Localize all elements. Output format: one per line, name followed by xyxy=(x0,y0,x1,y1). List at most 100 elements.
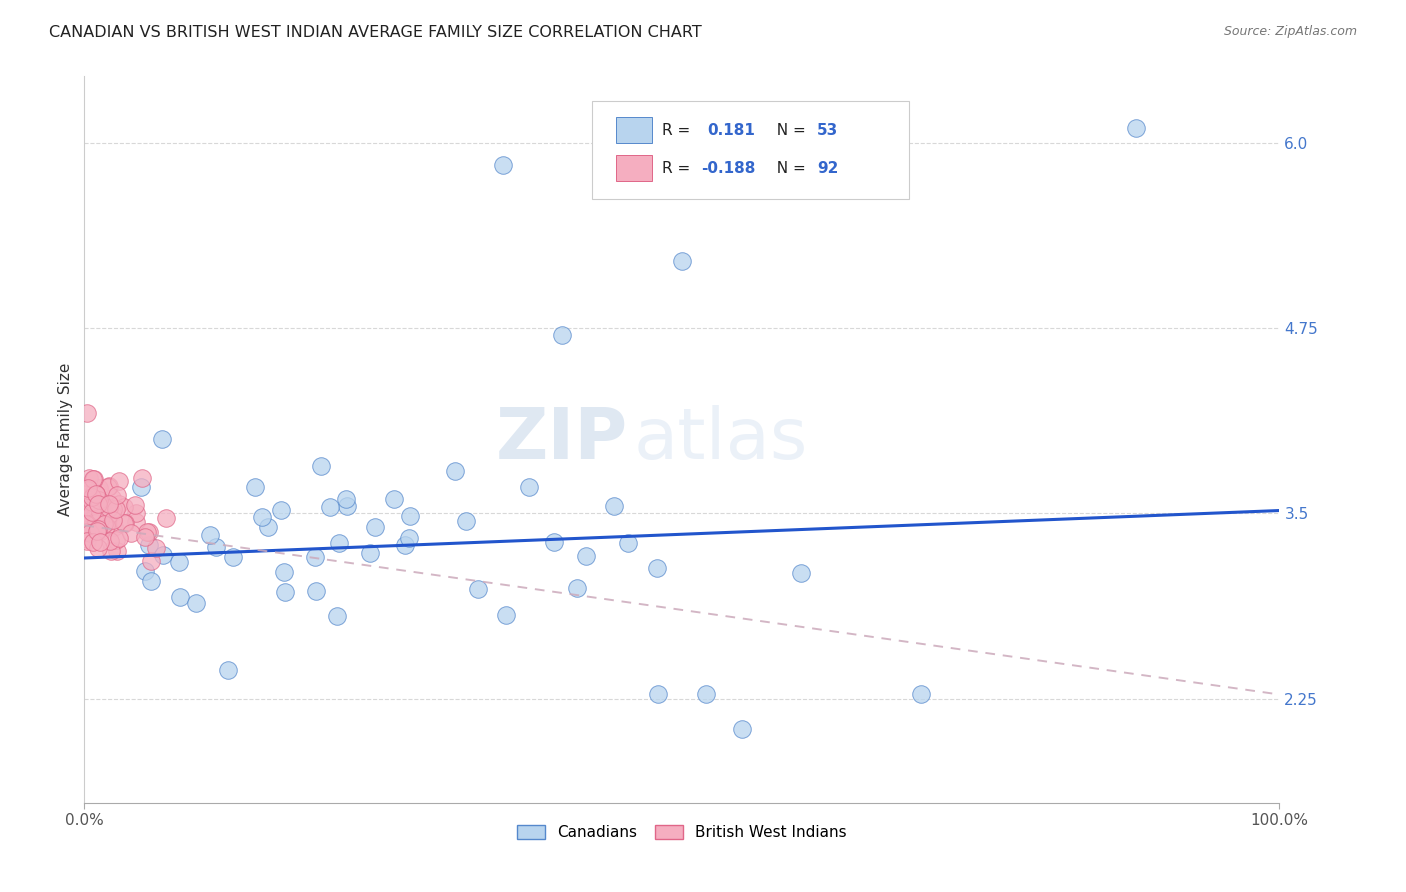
Text: R =: R = xyxy=(662,123,700,138)
Point xyxy=(75,515,97,529)
Point xyxy=(108,531,131,545)
Point xyxy=(76,483,98,497)
Point xyxy=(89,497,111,511)
Point xyxy=(152,548,174,562)
Point xyxy=(104,533,127,548)
Point xyxy=(135,524,157,539)
Point xyxy=(107,474,129,488)
Point xyxy=(336,499,359,513)
Point xyxy=(645,561,668,575)
Point xyxy=(120,525,142,540)
Point xyxy=(305,584,328,599)
Text: N =: N = xyxy=(766,123,810,138)
Point xyxy=(155,510,177,524)
Point xyxy=(86,493,108,508)
Point xyxy=(359,546,381,560)
Point xyxy=(93,514,115,528)
Point xyxy=(87,515,110,529)
Point xyxy=(134,564,156,578)
Point xyxy=(91,507,114,521)
Point xyxy=(82,501,104,516)
Point xyxy=(543,534,565,549)
Point xyxy=(243,479,266,493)
Point xyxy=(86,507,108,521)
Point xyxy=(617,535,640,549)
Point xyxy=(492,158,515,172)
Point xyxy=(108,497,131,511)
Point xyxy=(97,478,120,492)
Point xyxy=(79,471,101,485)
Point xyxy=(335,491,357,506)
Point xyxy=(205,541,228,555)
Point xyxy=(198,528,221,542)
Text: R =: R = xyxy=(662,161,695,176)
Text: CANADIAN VS BRITISH WEST INDIAN AVERAGE FAMILY SIZE CORRELATION CHART: CANADIAN VS BRITISH WEST INDIAN AVERAGE … xyxy=(49,25,702,40)
Point xyxy=(273,565,295,579)
Point xyxy=(77,481,100,495)
Point xyxy=(93,517,115,532)
Point xyxy=(105,544,128,558)
Point xyxy=(138,538,160,552)
FancyBboxPatch shape xyxy=(616,155,652,181)
Point xyxy=(125,506,148,520)
Point xyxy=(75,491,97,505)
Point xyxy=(80,491,103,505)
Point xyxy=(75,524,97,539)
Point xyxy=(444,464,467,478)
Point xyxy=(76,533,98,548)
Point xyxy=(83,485,105,500)
Point xyxy=(105,488,128,502)
Text: 0.181: 0.181 xyxy=(707,123,755,138)
Point xyxy=(87,492,110,507)
Point xyxy=(96,516,118,530)
Point xyxy=(100,506,122,520)
Point xyxy=(86,518,108,533)
Point xyxy=(83,472,105,486)
Point xyxy=(731,722,754,736)
Point xyxy=(145,541,167,555)
Point xyxy=(75,517,97,532)
Point xyxy=(79,517,101,532)
Point xyxy=(382,491,405,506)
Point xyxy=(80,510,103,524)
Point xyxy=(252,510,274,524)
Point xyxy=(86,524,108,538)
Point xyxy=(83,511,105,525)
Point xyxy=(90,500,112,514)
Point xyxy=(319,500,342,515)
Point xyxy=(103,513,125,527)
Point xyxy=(76,532,98,546)
Point xyxy=(83,522,105,536)
Point xyxy=(517,480,540,494)
Point xyxy=(89,481,111,495)
Point xyxy=(141,554,163,568)
Text: atlas: atlas xyxy=(634,405,808,474)
Point xyxy=(790,566,813,580)
Point xyxy=(100,544,122,558)
Point xyxy=(167,555,190,569)
Point xyxy=(394,538,416,552)
Text: 92: 92 xyxy=(817,161,838,176)
Point xyxy=(114,516,136,531)
Point xyxy=(112,500,135,514)
Point xyxy=(364,519,387,533)
Y-axis label: Average Family Size: Average Family Size xyxy=(58,363,73,516)
Point xyxy=(75,487,97,501)
Point xyxy=(150,433,173,447)
Point xyxy=(495,607,517,622)
Point xyxy=(169,590,191,604)
Point xyxy=(671,254,693,268)
Point xyxy=(575,549,598,564)
Point xyxy=(89,513,111,527)
Point xyxy=(97,497,120,511)
Point xyxy=(134,530,156,544)
Point xyxy=(101,491,124,506)
Point xyxy=(79,526,101,541)
Text: -0.188: -0.188 xyxy=(702,161,755,176)
Point xyxy=(467,582,489,597)
Point xyxy=(98,534,121,549)
Point xyxy=(87,503,110,517)
Point xyxy=(86,497,108,511)
Point xyxy=(125,515,148,529)
Point xyxy=(97,480,120,494)
